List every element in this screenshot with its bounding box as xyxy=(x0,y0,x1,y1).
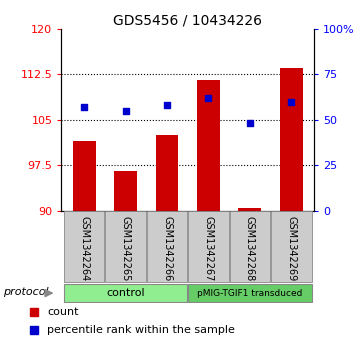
Bar xyxy=(271,211,312,282)
Text: GSM1342265: GSM1342265 xyxy=(121,216,131,281)
Text: count: count xyxy=(47,307,78,317)
Bar xyxy=(156,135,178,211)
Bar xyxy=(280,68,303,211)
Bar xyxy=(114,171,137,211)
Bar xyxy=(230,211,270,282)
Text: pMIG-TGIF1 transduced: pMIG-TGIF1 transduced xyxy=(197,289,303,298)
Point xyxy=(205,95,211,101)
Text: GSM1342268: GSM1342268 xyxy=(245,216,255,281)
Bar xyxy=(188,284,312,302)
Point xyxy=(123,108,129,114)
Point xyxy=(81,104,87,110)
Text: GSM1342264: GSM1342264 xyxy=(79,216,89,281)
Point xyxy=(247,121,253,126)
Bar xyxy=(239,208,261,211)
Point xyxy=(288,99,294,105)
Bar xyxy=(197,81,220,211)
Bar xyxy=(188,211,229,282)
Text: control: control xyxy=(106,288,145,298)
Text: GSM1342267: GSM1342267 xyxy=(204,216,213,281)
Bar xyxy=(73,141,96,211)
Title: GDS5456 / 10434226: GDS5456 / 10434226 xyxy=(113,14,262,28)
Point xyxy=(164,102,170,108)
Bar xyxy=(147,211,187,282)
Bar xyxy=(64,284,187,302)
Bar xyxy=(105,211,146,282)
Text: GSM1342269: GSM1342269 xyxy=(286,216,296,281)
Bar xyxy=(64,211,104,282)
Text: protocol: protocol xyxy=(3,287,49,297)
Text: GSM1342266: GSM1342266 xyxy=(162,216,172,281)
Text: percentile rank within the sample: percentile rank within the sample xyxy=(47,325,235,335)
